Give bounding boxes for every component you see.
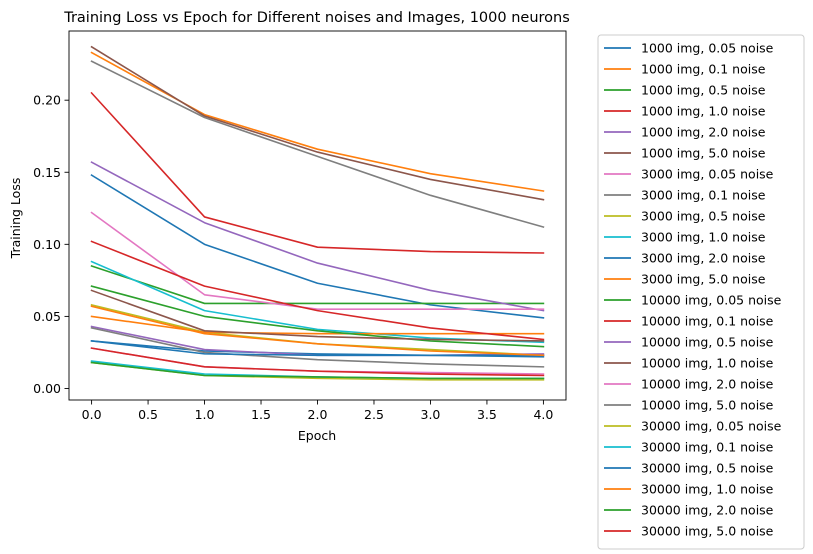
legend-box — [597, 34, 805, 550]
x-tick-label-5: 2.5 — [364, 407, 384, 422]
legend-label-23: 30000 img, 5.0 noise — [641, 524, 774, 539]
x-tick-label-0: 0.0 — [82, 407, 102, 422]
x-tick-label-4: 2.0 — [308, 407, 328, 422]
series-line-6 — [90, 211, 545, 310]
series-line-22 — [90, 361, 545, 380]
legend-label-13: 10000 img, 0.1 noise — [641, 314, 774, 329]
series-line-17 — [90, 326, 545, 368]
series-line-13 — [90, 240, 545, 341]
legend-label-2: 1000 img, 0.5 noise — [641, 83, 766, 98]
legend-label-22: 30000 img, 2.0 noise — [641, 503, 774, 518]
y-axis-label: Training Loss — [8, 178, 23, 260]
legend-label-7: 3000 img, 0.1 noise — [641, 188, 766, 203]
series-line-5 — [90, 45, 545, 201]
x-axis-label: Epoch — [298, 428, 336, 443]
legend-label-15: 10000 img, 1.0 noise — [641, 356, 774, 371]
series-line-12 — [90, 285, 545, 348]
legend-label-4: 1000 img, 2.0 noise — [641, 125, 766, 140]
series-line-2 — [90, 264, 545, 305]
x-tick-label-3: 1.5 — [251, 407, 271, 422]
legend-label-8: 3000 img, 0.5 noise — [641, 209, 766, 224]
x-tick-label-6: 3.0 — [421, 407, 441, 422]
series-line-23 — [90, 347, 545, 377]
legend-label-9: 3000 img, 1.0 noise — [641, 230, 766, 245]
legend-label-0: 1000 img, 0.05 noise — [641, 41, 774, 56]
series-line-21 — [90, 305, 545, 357]
legend-label-21: 30000 img, 1.0 noise — [641, 482, 774, 497]
legend: 1000 img, 0.05 noise 1000 img, 0.1 noise 1… — [597, 34, 805, 550]
legend-label-17: 10000 img, 5.0 noise — [641, 398, 774, 413]
legend-label-14: 10000 img, 0.5 noise — [641, 335, 774, 350]
legend-label-6: 3000 img, 0.05 noise — [641, 167, 774, 182]
series-line-7 — [90, 60, 545, 229]
x-tick-label-1: 0.5 — [138, 407, 158, 422]
y-tick-label-3: 0.15 — [33, 165, 61, 180]
x-tick-label-8: 4.0 — [533, 407, 553, 422]
y-tick-label-0: 0.00 — [33, 381, 61, 396]
series-line-1 — [90, 51, 545, 192]
y-tick-label-2: 0.10 — [33, 237, 61, 252]
chart-title: Training Loss vs Epoch for Different noi… — [63, 10, 570, 26]
legend-label-18: 30000 img, 0.05 noise — [641, 419, 782, 434]
legend-label-5: 1000 img, 5.0 noise — [641, 146, 766, 161]
series-line-20 — [90, 340, 545, 357]
legend-label-16: 10000 img, 2.0 noise — [641, 377, 774, 392]
series-line-4 — [90, 161, 545, 312]
legend-label-11: 3000 img, 5.0 noise — [641, 272, 766, 287]
legend-label-12: 10000 img, 0.05 noise — [641, 293, 782, 308]
y-tick-label-4: 0.20 — [33, 93, 61, 108]
series-line-11 — [90, 315, 545, 335]
series-line-3 — [90, 91, 545, 254]
x-tick-label-2: 1.0 — [195, 407, 215, 422]
y-tick-label-1: 0.05 — [33, 309, 61, 324]
legend-label-3: 1000 img, 1.0 noise — [641, 104, 766, 119]
legend-label-1: 1000 img, 0.1 noise — [641, 62, 766, 77]
plot-area: 0.0 0.5 1.0 1.5 2.0 2.5 3.0 3.5 4.0 0.00 0.05 0.10 0… — [33, 30, 567, 422]
legend-label-20: 30000 img, 0.5 noise — [641, 461, 774, 476]
series-line-15 — [90, 289, 545, 342]
legend-label-10: 3000 img, 2.0 noise — [641, 251, 766, 266]
x-tick-label-7: 3.5 — [477, 407, 497, 422]
legend-label-19: 30000 img, 0.1 noise — [641, 440, 774, 455]
